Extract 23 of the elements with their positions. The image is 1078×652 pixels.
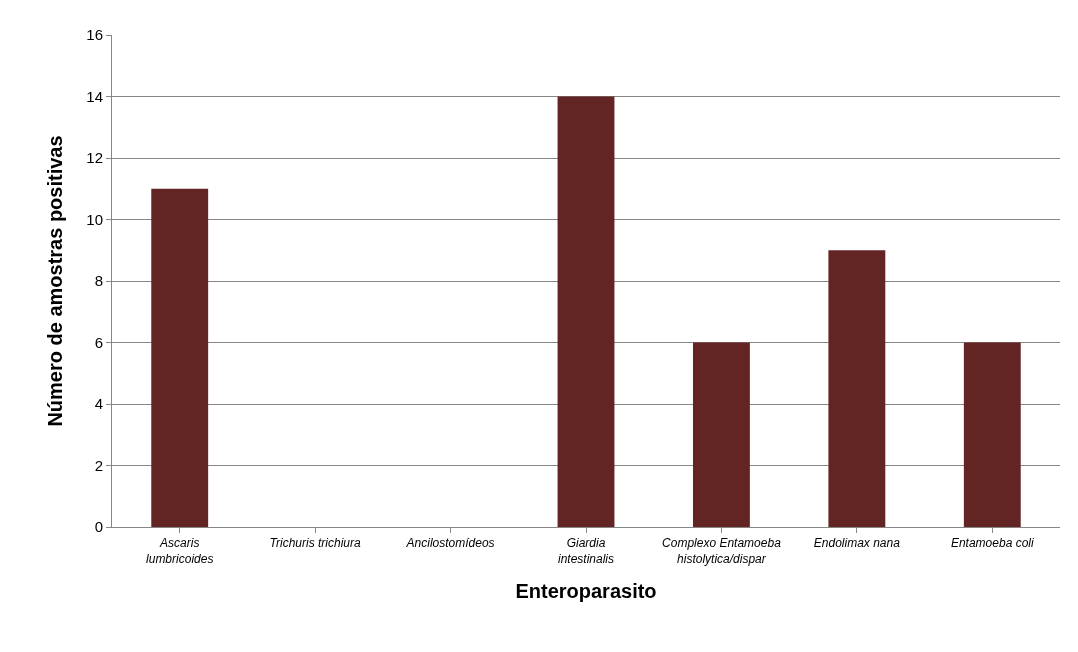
x-tick-label: Ascaris lumbricoides	[146, 536, 214, 566]
bar	[151, 188, 209, 527]
y-axis-title: Número de amostras positivas	[43, 135, 66, 427]
y-tick-label: 6	[94, 333, 103, 351]
x-tick-label: Endolimax nana	[813, 536, 901, 551]
bar	[963, 342, 1021, 527]
y-tick-label: 2	[94, 456, 103, 474]
y-tick-label: 0	[94, 518, 103, 536]
x-axis-title: Enteroparasito	[515, 579, 657, 602]
x-tick-label: Complexo Entamoeba histolytica/dispar	[662, 536, 782, 566]
y-tick-label: 16	[86, 26, 103, 44]
x-tick-label: Trichuris trichiura	[269, 536, 362, 551]
y-tick-label: 14	[86, 87, 103, 105]
y-tick-label: 10	[86, 210, 103, 228]
y-tick-label: 12	[86, 149, 103, 167]
x-tick-label: Giardia intestinalis	[557, 536, 615, 566]
x-tick-label: Entamoeba coli	[950, 536, 1034, 551]
y-tick-label: 4	[94, 395, 103, 413]
bar	[828, 250, 886, 527]
y-tick-label: 8	[94, 272, 103, 290]
bar	[692, 342, 750, 527]
x-tick-label: Ancilostomídeos	[405, 536, 495, 551]
bar	[557, 96, 615, 527]
